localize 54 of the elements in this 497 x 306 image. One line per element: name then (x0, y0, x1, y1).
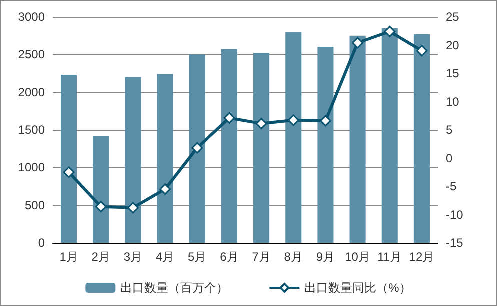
y2-tick-label: 15 (446, 66, 460, 80)
x-tick-label: 2月 (92, 250, 110, 264)
point (192, 142, 204, 154)
y2-tick-label: -5 (446, 180, 457, 194)
bar (414, 34, 430, 243)
bar (254, 53, 270, 243)
point (63, 166, 75, 178)
y2-tick-label: 10 (446, 94, 460, 109)
point (384, 26, 396, 38)
point (160, 184, 172, 196)
x-tick-label: 8月 (284, 250, 303, 264)
x-tick-label: 11月 (378, 250, 402, 264)
x-tick-label: 6月 (220, 250, 239, 264)
bar (221, 49, 238, 243)
x-tick-label: 9月 (316, 250, 336, 264)
y-tick-label: 0 (38, 236, 46, 250)
y2-tick-label: 5 (446, 123, 453, 137)
y2-tick-label: -10 (446, 208, 464, 222)
y-tick-label: 1000 (18, 160, 46, 175)
point (416, 45, 428, 57)
bar (286, 32, 302, 243)
y2-tick-label: -15 (446, 236, 464, 250)
y2-tick-label: 25 (446, 10, 460, 24)
point (320, 115, 332, 127)
bar (382, 28, 398, 243)
y-tick-label: 2500 (18, 48, 46, 62)
x-tick-label: 4月 (156, 250, 175, 264)
bar (350, 36, 366, 243)
point (224, 112, 236, 124)
bar (61, 75, 78, 243)
y-tick-label: 500 (24, 198, 46, 212)
x-tick-label: 3月 (124, 250, 143, 264)
bar (93, 136, 110, 243)
x-tick-label: 1月 (60, 250, 78, 264)
y-tick-label: 1500 (18, 123, 46, 137)
bar (189, 54, 206, 243)
point (288, 114, 300, 126)
point (256, 118, 268, 130)
y2-tick-label: 0 (446, 151, 453, 166)
legend-label: 出口数量同比（%） (304, 281, 412, 295)
x-tick-label: 10月 (345, 250, 370, 264)
y-tick-label: 3000 (18, 10, 46, 24)
legend-label: 出口数量（百万个） (120, 281, 229, 295)
point (95, 201, 107, 213)
bar (318, 47, 334, 243)
point (352, 37, 364, 49)
x-tick-label: 5月 (188, 250, 207, 264)
bar (157, 74, 174, 243)
bar (125, 77, 142, 243)
point (127, 202, 139, 214)
x-tick-label: 12月 (409, 250, 435, 264)
y-tick-label: 2000 (18, 85, 46, 100)
x-tick-label: 7月 (252, 250, 271, 264)
y2-tick-label: 20 (446, 38, 460, 52)
